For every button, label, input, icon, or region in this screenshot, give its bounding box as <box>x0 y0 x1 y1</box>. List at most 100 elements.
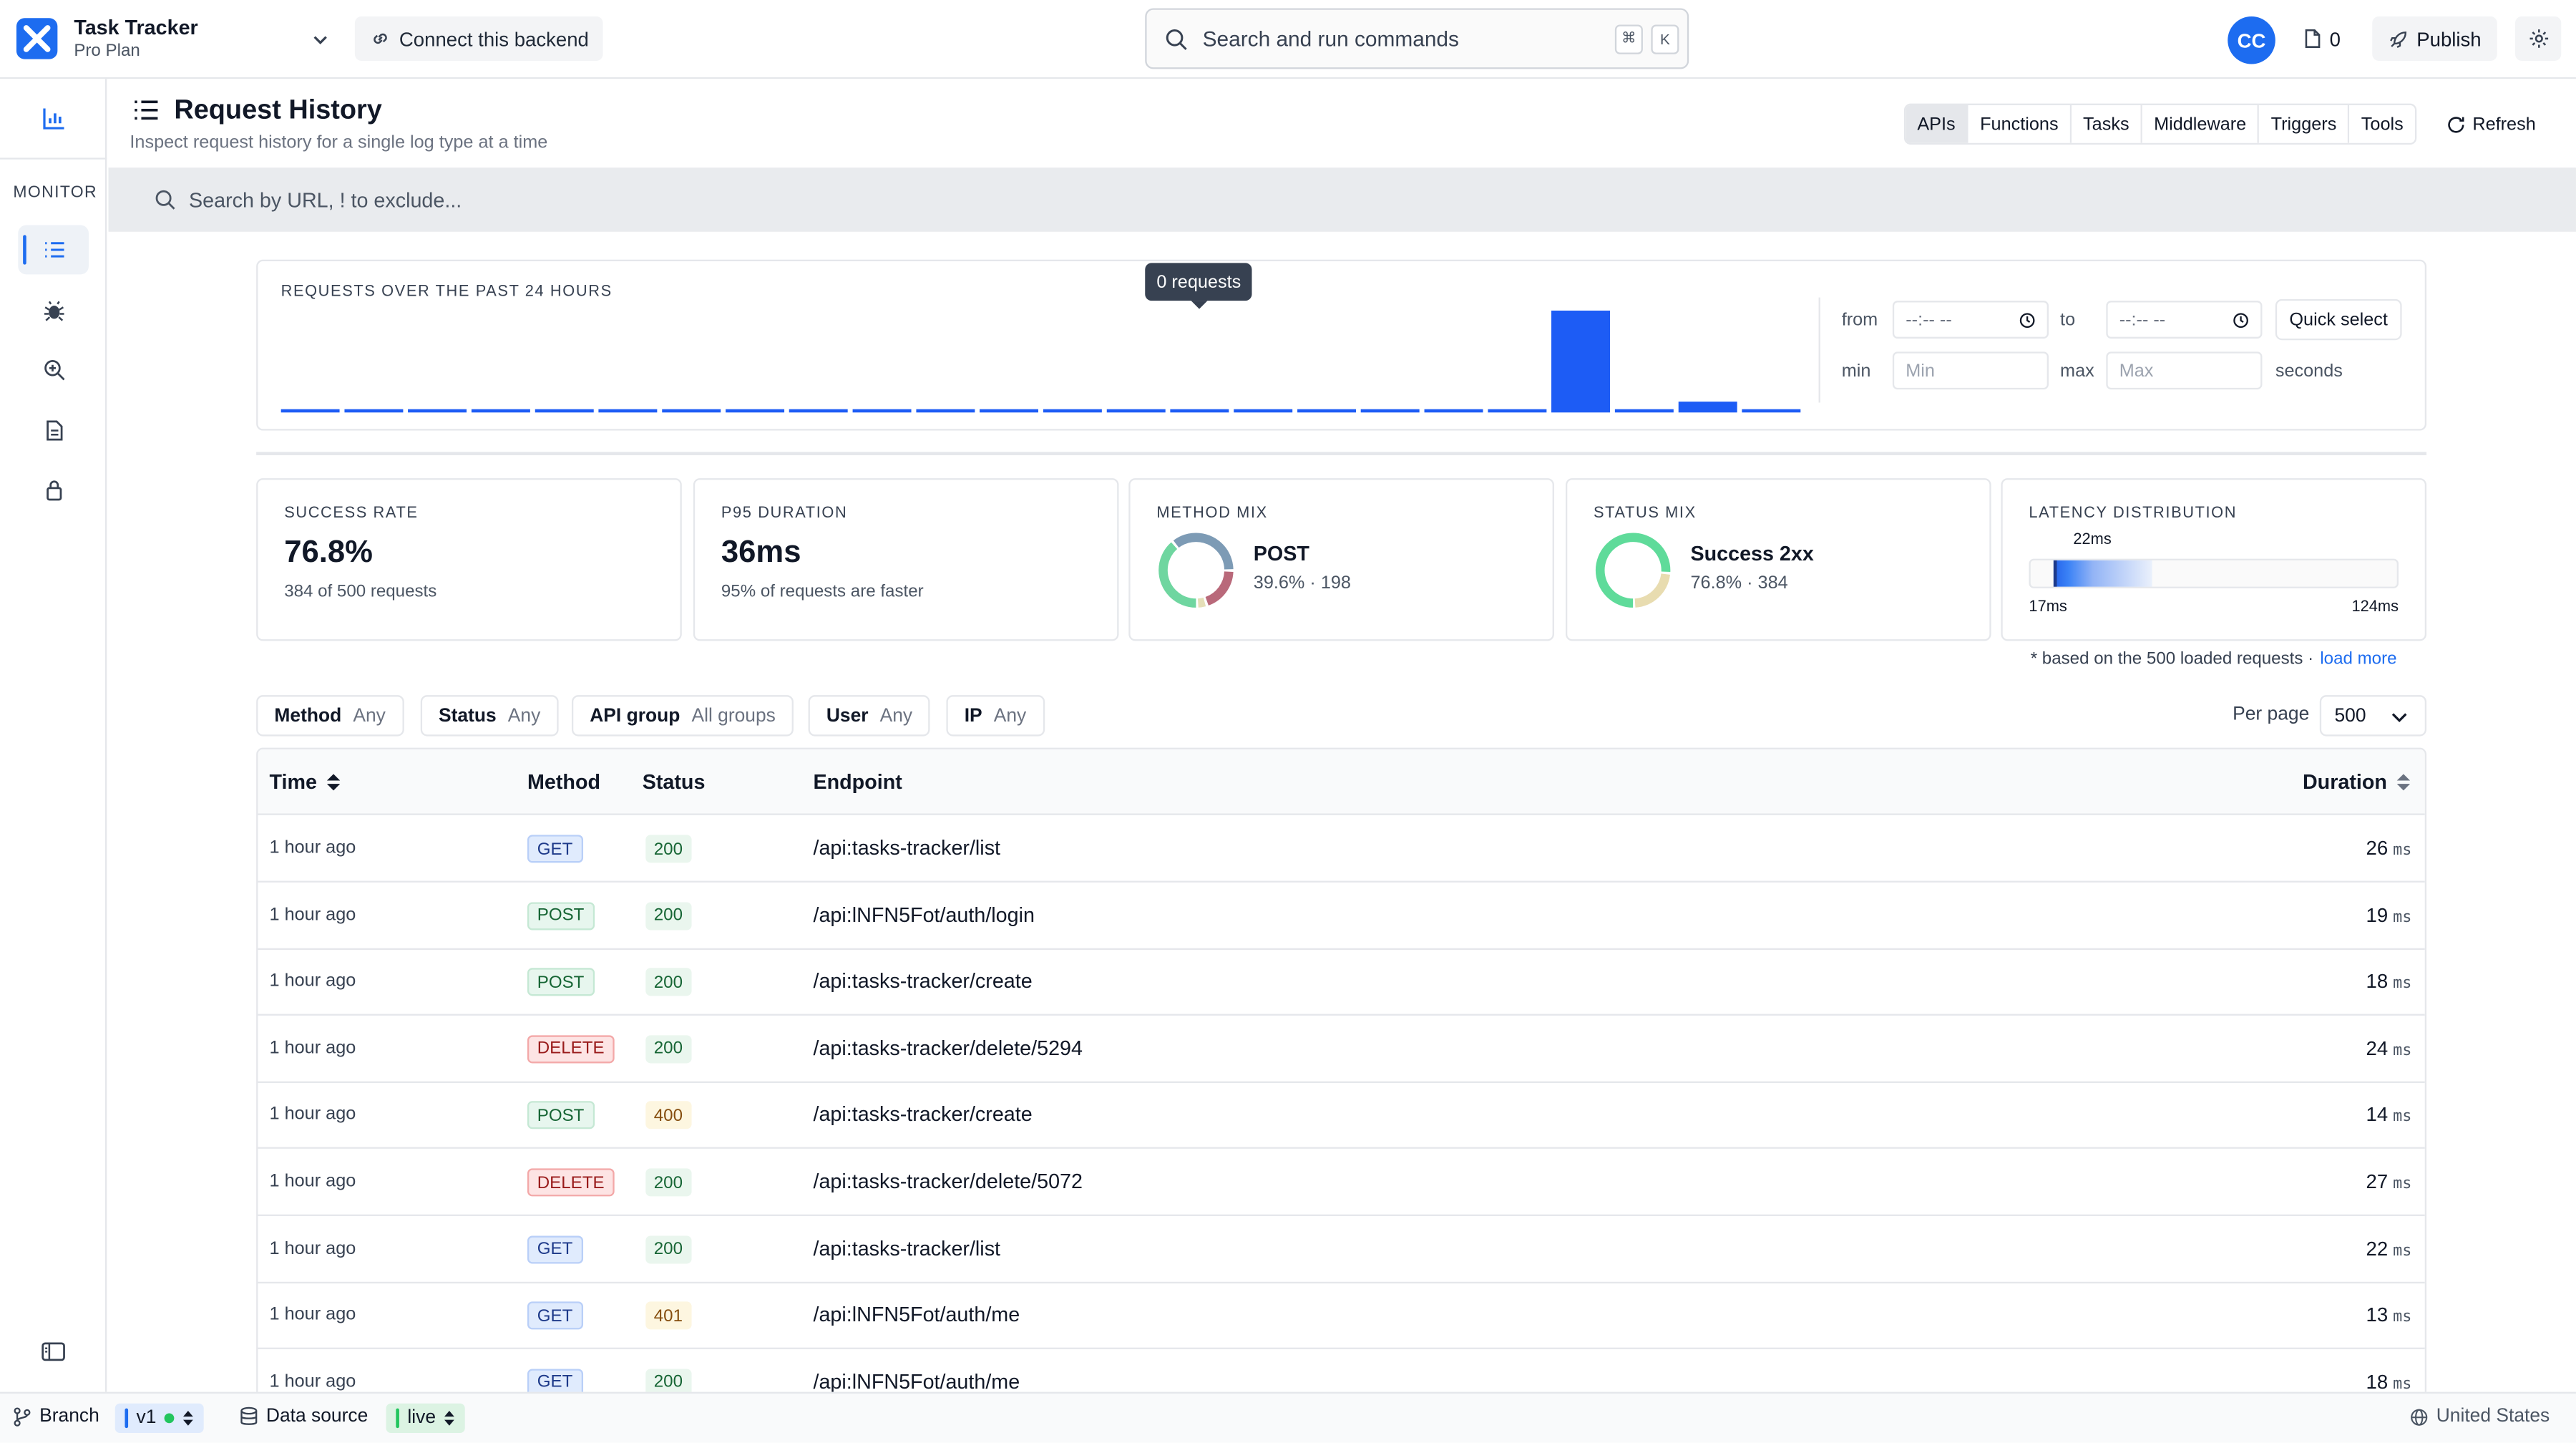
chart-bar[interactable] <box>1488 409 1547 413</box>
tab-tasks[interactable]: Tasks <box>2071 105 2142 143</box>
tab-tools[interactable]: Tools <box>2349 105 2415 143</box>
chart-bar[interactable] <box>726 409 785 413</box>
deployments-count-button[interactable]: 0 <box>2292 16 2351 61</box>
column-duration[interactable]: Duration <box>2303 771 2411 794</box>
chart-bar[interactable] <box>789 409 848 413</box>
sidebar-collapse-button[interactable] <box>18 1326 89 1376</box>
chart-bar[interactable] <box>1742 409 1801 413</box>
chart-bar[interactable] <box>598 409 658 413</box>
table-row[interactable]: 1 hour ago DELETE 200/api:tasks-tracker/de… <box>258 1149 2425 1216</box>
chart-bar[interactable] <box>1551 310 1610 413</box>
from-time-input[interactable]: --:-- -- <box>1892 301 2049 339</box>
row-endpoint: /api:lNFN5Fot/auth/me <box>813 1370 1020 1394</box>
row-method-badge: POST <box>527 968 595 996</box>
filter-ip[interactable]: IP Any <box>946 695 1045 737</box>
latency-label: LATENCY DISTRIBUTION <box>2029 504 2238 523</box>
chart-bar[interactable] <box>535 409 594 413</box>
search-icon <box>155 189 176 210</box>
sidebar-item-request-history[interactable] <box>18 225 89 275</box>
status-mix-top: Success 2xx <box>1690 542 1814 565</box>
chart-bar[interactable] <box>1360 409 1420 413</box>
filter-ip-key: IP <box>964 706 982 726</box>
branch-select[interactable]: v1 <box>114 1403 205 1434</box>
sidebar-item-logs[interactable] <box>18 406 89 455</box>
chart-bar[interactable] <box>1170 409 1229 413</box>
filter-user[interactable]: User Any <box>808 695 931 737</box>
table-row[interactable]: 1 hour ago GET 401/api:lNFN5Fot/auth/me 13 m… <box>258 1282 2425 1350</box>
column-status: Status <box>642 770 706 794</box>
chart-bar[interactable] <box>852 409 912 413</box>
requests-chart-card: REQUESTS OVER THE PAST 24 HOURS from --:… <box>256 259 2427 431</box>
avatar[interactable]: CC <box>2228 16 2275 64</box>
latency-marker-label: 22ms <box>2073 530 2112 549</box>
method-mix-label: METHOD MIX <box>1156 504 1268 523</box>
table-row[interactable]: 1 hour ago DELETE 200/api:tasks-tracker/de… <box>258 1015 2425 1083</box>
chart-bar[interactable] <box>471 409 530 413</box>
globe-icon <box>2410 1407 2428 1425</box>
chart-bar[interactable] <box>1234 409 1293 413</box>
sidebar-section-label: MONITOR <box>13 184 98 203</box>
tab-functions[interactable]: Functions <box>1968 105 2072 143</box>
connect-backend-button[interactable]: Connect this backend <box>354 16 604 61</box>
k-key: K <box>1651 24 1679 54</box>
command-search[interactable]: Search and run commands ⌘ K <box>1145 8 1689 69</box>
sidebar-item-security[interactable] <box>18 465 89 515</box>
load-more-link[interactable]: load more <box>2320 648 2397 669</box>
chart-bar[interactable] <box>1424 409 1483 413</box>
chart-bar[interactable] <box>662 409 721 413</box>
sidebar-item-inspector[interactable] <box>18 345 89 394</box>
p95-duration-value: 36ms <box>721 535 801 570</box>
app-logo[interactable] <box>16 18 58 59</box>
tab-triggers[interactable]: Triggers <box>2259 105 2350 143</box>
chart-bar[interactable] <box>1614 409 1674 413</box>
per-page-select[interactable]: 500 <box>2319 695 2427 737</box>
table-row[interactable]: 1 hour ago POST 200/api:lNFN5Fot/auth/logi… <box>258 882 2425 950</box>
method-mix-card: METHOD MIX POST 39.6% · 198 <box>1128 478 1554 641</box>
filter-status[interactable]: Status Any <box>420 695 559 737</box>
chevron-down-icon[interactable] <box>311 29 331 49</box>
tab-apis[interactable]: APIs <box>1906 105 1969 143</box>
chart-bar[interactable] <box>1678 402 1737 413</box>
chart-bar[interactable] <box>280 409 340 413</box>
row-status-badge: 200 <box>645 1235 691 1263</box>
table-row[interactable]: 1 hour ago POST 400/api:tasks-tracker/crea… <box>258 1082 2425 1150</box>
chart-bar[interactable] <box>344 409 404 413</box>
tab-middleware[interactable]: Middleware <box>2142 105 2260 143</box>
quick-select-button[interactable]: Quick select <box>2275 298 2402 341</box>
document-icon <box>42 419 65 442</box>
row-method-badge: GET <box>527 1301 583 1330</box>
publish-button[interactable]: Publish <box>2372 16 2498 61</box>
sidebar: MONITOR <box>0 79 107 1392</box>
sort-icon <box>2395 772 2411 792</box>
filter-method[interactable]: Method Any <box>256 695 404 737</box>
column-duration-label: Duration <box>2302 770 2387 794</box>
settings-button[interactable] <box>2515 16 2562 61</box>
to-time-input[interactable]: --:-- -- <box>2106 301 2263 339</box>
datasource-select[interactable]: live <box>386 1403 466 1434</box>
table-row[interactable]: 1 hour ago GET 200/api:tasks-tracker/list 2… <box>258 815 2425 883</box>
top-bar: Task Tracker Pro Plan Connect this backe… <box>0 0 2576 79</box>
chart-bar[interactable] <box>408 409 467 413</box>
column-time[interactable]: Time <box>270 771 342 794</box>
sidebar-item-debugger[interactable] <box>18 286 89 335</box>
chart-bar[interactable] <box>1297 409 1357 413</box>
app-title[interactable]: Task Tracker <box>74 16 198 40</box>
method-mix-detail: 39.6% · 198 <box>1253 573 1351 593</box>
sidebar-item-analytics[interactable] <box>18 94 89 143</box>
refresh-button[interactable]: Refresh <box>2446 104 2536 145</box>
chart-bar[interactable] <box>916 409 975 413</box>
table-row[interactable]: 1 hour ago POST 200/api:tasks-tracker/crea… <box>258 948 2425 1016</box>
chart-bar[interactable] <box>1106 409 1166 413</box>
filter-api-group[interactable]: API group All groups <box>571 695 794 737</box>
table-row[interactable]: 1 hour ago GET 200/api:lNFN5Fot/auth/me 18 m… <box>258 1349 2424 1403</box>
table-row[interactable]: 1 hour ago GET 200/api:tasks-tracker/list 2… <box>258 1215 2425 1283</box>
filter-user-key: User <box>826 706 869 726</box>
chart-bar[interactable] <box>1043 409 1102 413</box>
min-duration-input[interactable]: Min <box>1892 351 2049 390</box>
region-indicator[interactable]: United States <box>2410 1406 2550 1427</box>
row-duration-unit: ms <box>2393 1108 2412 1127</box>
chart-bar[interactable] <box>980 409 1039 413</box>
max-duration-input[interactable]: Max <box>2106 351 2263 390</box>
url-search-input[interactable]: Search by URL, ! to exclude... <box>108 167 2576 232</box>
